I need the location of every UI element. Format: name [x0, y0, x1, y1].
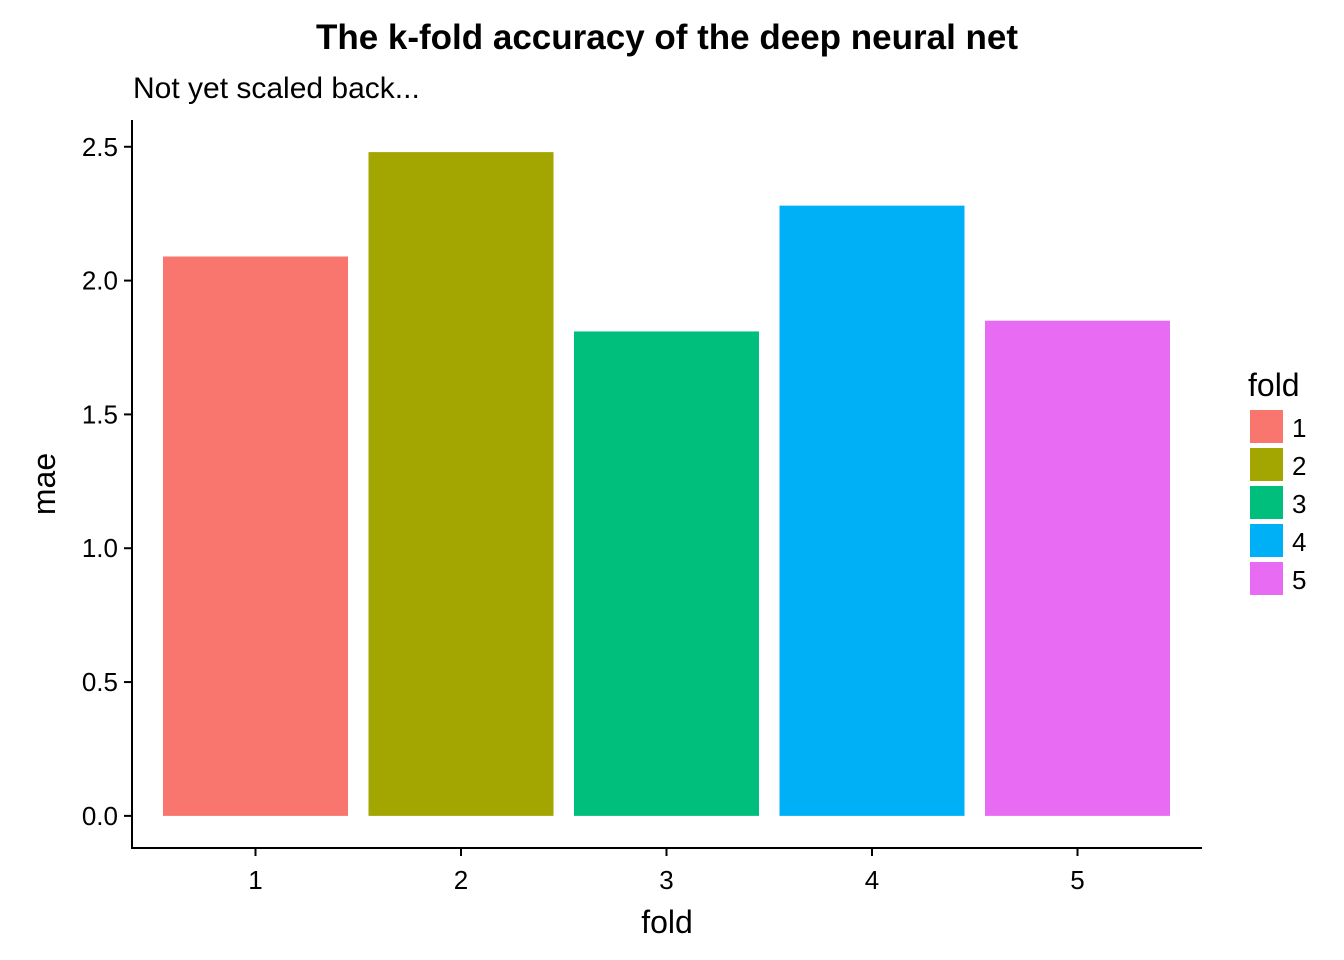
legend-label-2: 2 — [1292, 451, 1306, 481]
x-tick-label: 4 — [865, 865, 879, 895]
bar-fold-4 — [779, 205, 965, 816]
y-tick-label: 1.0 — [82, 533, 118, 563]
legend-key-1 — [1250, 410, 1283, 443]
bar-fold-5 — [985, 320, 1170, 816]
legend-key-2 — [1250, 448, 1283, 481]
legend: fold 1 2 3 4 5 — [1248, 367, 1306, 595]
y-tick-label: 0.5 — [82, 667, 118, 697]
x-tick-label: 5 — [1070, 865, 1084, 895]
legend-label-5: 5 — [1292, 565, 1306, 595]
x-axis-title: fold — [641, 904, 693, 940]
chart-subtitle: Not yet scaled back... — [133, 72, 420, 105]
x-axis-ticks: 1 2 3 4 5 — [248, 848, 1085, 895]
bar-fold-1 — [163, 256, 348, 816]
chart-title: The k-fold accuracy of the deep neural n… — [316, 18, 1018, 57]
y-axis-ticks: 0.0 0.5 1.0 1.5 2.0 2.5 — [82, 132, 132, 831]
legend-label-1: 1 — [1292, 413, 1306, 443]
legend-label-3: 3 — [1292, 489, 1306, 519]
bars-group — [163, 152, 1170, 816]
y-tick-label: 2.0 — [82, 266, 118, 296]
y-axis-title: mae — [26, 453, 62, 515]
legend-title: fold — [1248, 367, 1300, 403]
x-tick-label: 2 — [454, 865, 468, 895]
x-tick-label: 1 — [248, 865, 262, 895]
legend-key-3 — [1250, 486, 1283, 519]
y-tick-label: 2.5 — [82, 132, 118, 162]
x-tick-label: 3 — [659, 865, 673, 895]
bar-fold-3 — [574, 331, 759, 816]
y-tick-label: 1.5 — [82, 399, 118, 429]
y-tick-label: 0.0 — [82, 801, 118, 831]
legend-label-4: 4 — [1292, 527, 1306, 557]
legend-key-5 — [1250, 562, 1283, 595]
bar-fold-2 — [368, 152, 554, 816]
legend-key-4 — [1250, 524, 1283, 557]
